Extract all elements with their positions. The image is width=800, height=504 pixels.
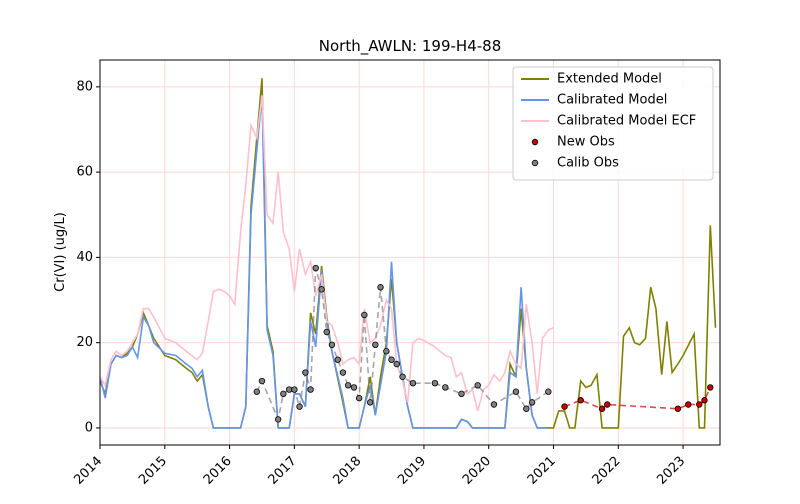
- obs-point: [361, 311, 368, 319]
- obs-point: [274, 416, 282, 423]
- x-tick-label: 2020: [460, 454, 494, 488]
- obs-point: [296, 403, 303, 410]
- obs-point: [458, 390, 465, 398]
- chart-title: North_AWLN: 199-H4-88: [319, 37, 502, 56]
- x-tick-label: 2017: [266, 454, 300, 488]
- obs-point: [355, 394, 363, 402]
- x-tick-label: 2016: [201, 454, 235, 488]
- obs-point: [674, 405, 682, 412]
- x-tick-label: 2015: [136, 454, 170, 488]
- obs-point: [393, 360, 400, 368]
- obs-point: [328, 341, 336, 349]
- obs-point: [383, 348, 390, 355]
- obs-point: [577, 397, 584, 404]
- obs-point: [512, 388, 520, 395]
- obs-point: [334, 356, 341, 363]
- obs-point: [598, 405, 606, 412]
- obs-point: [366, 399, 374, 406]
- y-tick-label: 40: [76, 250, 93, 265]
- series-line: [100, 95, 547, 429]
- obs-point: [561, 403, 568, 410]
- obs-point: [685, 401, 692, 408]
- x-tick-label: 2021: [525, 454, 559, 488]
- x-tick-label: 2022: [590, 454, 624, 488]
- obs-point: [707, 384, 714, 391]
- obs-point: [377, 284, 384, 291]
- legend-label: Calibrated Model: [557, 93, 667, 108]
- legend-box: [512, 66, 714, 181]
- x-tick-label: 2018: [330, 454, 364, 488]
- y-tick-label: 0: [85, 420, 93, 435]
- obs-point: [696, 401, 703, 408]
- obs-point: [339, 369, 347, 376]
- obs-point: [528, 399, 536, 406]
- obs-point: [350, 384, 358, 391]
- obs-point: [409, 379, 417, 387]
- y-axis-label: Cr(VI) (ug/L): [53, 212, 68, 292]
- obs-point: [701, 397, 708, 404]
- y-tick-label: 20: [76, 335, 93, 350]
- obs-point: [253, 388, 260, 395]
- obs-point: [604, 401, 611, 408]
- obs-point: [399, 373, 406, 380]
- obs-point: [318, 286, 325, 293]
- obs-point: [388, 356, 395, 363]
- obs-point: [545, 388, 552, 395]
- obs-point: [307, 386, 314, 393]
- x-tick-label: 2014: [71, 454, 105, 488]
- obs-point: [344, 382, 352, 389]
- obs-point: [302, 369, 309, 376]
- y-tick-label: 60: [76, 165, 93, 180]
- legend-swatch: [531, 138, 539, 146]
- legend-label: Extended Model: [557, 72, 662, 87]
- obs-point: [442, 384, 449, 391]
- legend-swatch: [531, 159, 539, 167]
- obs-point: [280, 390, 287, 398]
- obs-point: [323, 328, 330, 336]
- obs-point: [490, 401, 498, 408]
- obs-point: [285, 386, 293, 393]
- y-tick-label: 80: [76, 79, 93, 94]
- x-tick-label: 2019: [395, 454, 429, 488]
- obs-point: [291, 386, 298, 393]
- x-tick-label: 2023: [654, 454, 688, 488]
- obs-point: [431, 379, 439, 387]
- obs-point: [372, 341, 379, 349]
- axes-frame: [99, 59, 721, 446]
- obs-point: [258, 377, 266, 385]
- series-line: [100, 95, 554, 412]
- obs-point: [312, 264, 319, 272]
- obs-point: [523, 405, 530, 412]
- obs-point: [474, 382, 481, 389]
- legend-label: New Obs: [557, 135, 615, 150]
- legend-label: Calibrated Model ECF: [557, 114, 696, 129]
- legend-label: Calib Obs: [557, 156, 619, 171]
